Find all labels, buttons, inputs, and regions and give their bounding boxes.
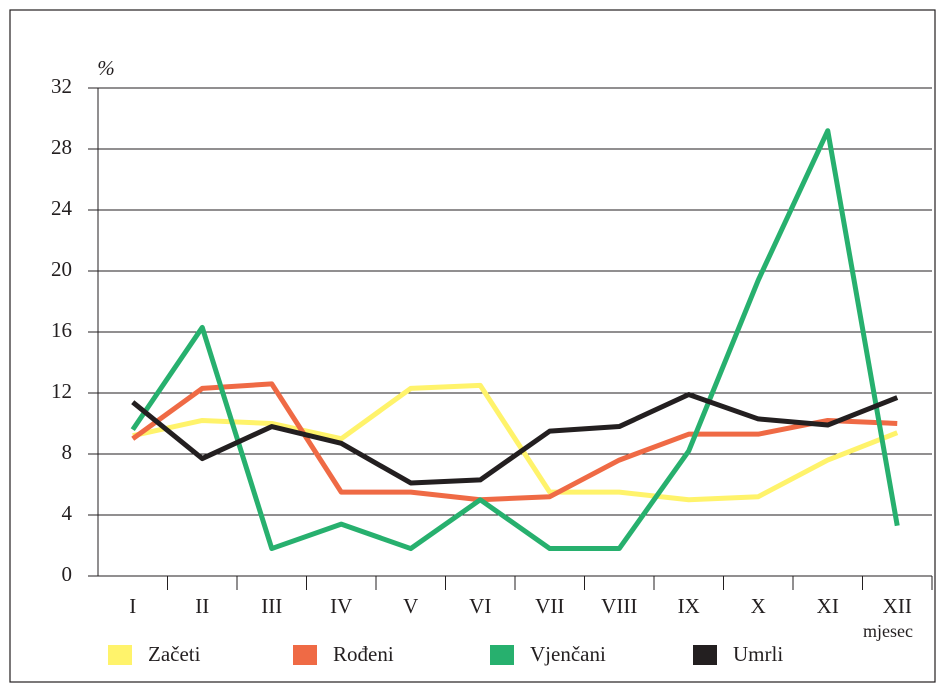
frame xyxy=(9,9,936,683)
y-tick-label: 0 xyxy=(62,562,73,586)
legend-label: Rođeni xyxy=(333,642,394,666)
x-tick-label: II xyxy=(195,594,209,618)
series-line xyxy=(131,392,899,486)
x-tick-label: IV xyxy=(330,594,352,618)
legend-swatch xyxy=(490,645,514,665)
legend-swatch xyxy=(693,645,717,665)
x-axis-label: mjesec xyxy=(863,621,913,641)
y-tick-label: 24 xyxy=(51,196,73,220)
y-tick-label: 28 xyxy=(51,135,72,159)
y-tick-label: 4 xyxy=(62,501,73,525)
legend-label: Vjenčani xyxy=(530,642,606,666)
x-tick-label: X xyxy=(751,594,766,618)
series-line xyxy=(130,128,900,552)
y-tick-label: 32 xyxy=(51,74,72,98)
series-line xyxy=(131,381,898,503)
x-tick-label: V xyxy=(403,594,418,618)
x-tick-label: VII xyxy=(535,594,564,618)
legend-swatch xyxy=(293,645,317,665)
y-tick-label: 20 xyxy=(51,257,72,281)
y-tick-label: 8 xyxy=(62,440,73,464)
legend-label: Umrli xyxy=(733,642,783,666)
x-tick-label: VIII xyxy=(601,594,637,618)
x-tick-label: XII xyxy=(883,594,912,618)
x-tick-label: I xyxy=(129,594,136,618)
x-tick-label: XI xyxy=(817,594,839,618)
y-tick-label: 16 xyxy=(51,318,72,342)
x-tick-label: IX xyxy=(678,594,700,618)
x-tick-label: III xyxy=(261,594,282,618)
x-tick-label: VI xyxy=(469,594,491,618)
legend-swatch xyxy=(108,645,132,665)
legend-label: Začeti xyxy=(148,642,201,666)
series-line xyxy=(132,382,899,503)
y-axis-label: % xyxy=(97,56,115,80)
y-tick-label: 12 xyxy=(51,379,72,403)
